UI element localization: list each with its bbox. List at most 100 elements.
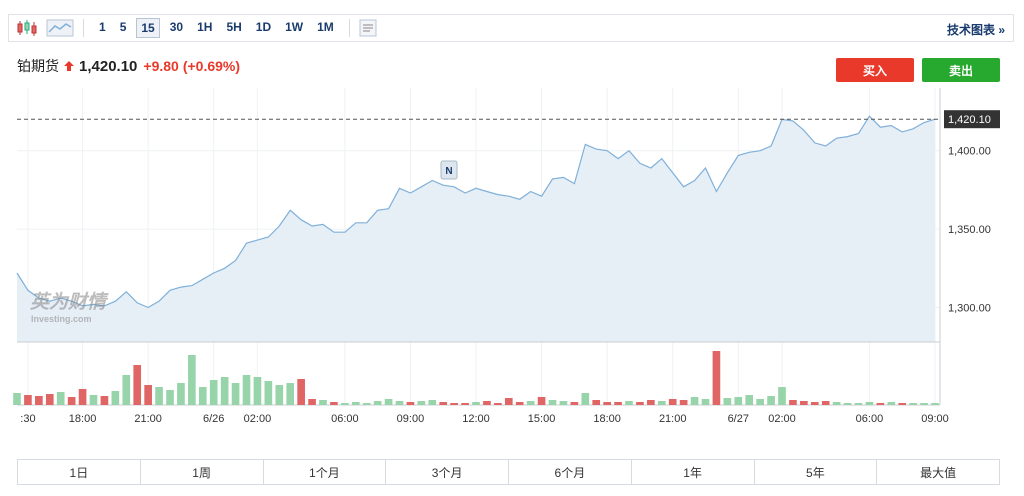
volume-bar <box>45 394 54 405</box>
period-tab[interactable]: 1年 <box>632 460 755 484</box>
volume-bar <box>570 402 579 405</box>
volume-bar <box>603 402 611 405</box>
interval-button[interactable]: 1M <box>317 20 334 34</box>
volume-bar <box>734 397 743 405</box>
y-tick-label: 1,300.00 <box>948 303 991 315</box>
technical-chart-link[interactable]: 技术图表 » <box>946 23 1005 37</box>
volume-bar <box>461 403 469 405</box>
volume-bar <box>614 402 622 405</box>
x-tick-label: 12:00 <box>462 413 490 425</box>
volume-bar <box>67 397 76 405</box>
volume-bar <box>778 387 786 405</box>
buy-button[interactable]: 买入 <box>836 58 914 82</box>
period-tab[interactable]: 3个月 <box>386 460 509 484</box>
change-percent: (+0.69%) <box>182 58 241 74</box>
volume-bar <box>133 365 142 405</box>
volume-bar <box>100 396 109 405</box>
volume-bar <box>395 401 404 405</box>
volume-bar <box>920 403 928 405</box>
period-tab[interactable]: 6个月 <box>509 460 632 484</box>
annotation-box <box>440 160 458 180</box>
x-tick-label: 09:00 <box>921 413 949 425</box>
period-tabs: 1日 1周 1个月 3个月 6个月 1年 5年 最大值 <box>17 459 1000 485</box>
interval-button[interactable]: 5H <box>226 20 242 34</box>
quote-header: 铂期货 1,420.10 +9.80 (+0.69%) <box>17 56 244 76</box>
toolbar: 1 5 15 30 1H 5H 1D 1W 1M 技术图表 » <box>8 14 1014 42</box>
x-tick-label: 02:00 <box>768 413 796 425</box>
x-tick-label: 06:00 <box>856 413 884 425</box>
settings-icon[interactable] <box>358 18 378 38</box>
last-price-box <box>944 110 1000 129</box>
volume-bar <box>286 383 295 405</box>
volume-bar <box>177 383 185 405</box>
volume-bar <box>406 402 415 405</box>
interval-button[interactable]: 5 <box>119 20 127 34</box>
chart: 1,300.00 1,350.00 1,400.00:30 18:00 21:00 6/2… <box>13 88 1000 425</box>
volume-bar <box>494 403 502 405</box>
volume-bar <box>362 403 371 405</box>
y-tick-label: 1,400.00 <box>948 146 991 158</box>
candle-icon[interactable] <box>15 18 41 38</box>
watermark-brand: 英为财情 <box>30 291 109 313</box>
volume-bar <box>898 403 907 405</box>
volume-bar <box>373 401 382 405</box>
volume-bar <box>876 403 885 405</box>
volume-bar <box>931 403 939 405</box>
period-tab[interactable]: 5年 <box>755 460 878 484</box>
volume-bar <box>504 398 513 405</box>
x-tick-label: 18:00 <box>69 413 97 425</box>
sell-button[interactable]: 卖出 <box>922 58 1000 82</box>
volume-bar <box>909 403 917 405</box>
volume-bar <box>330 402 338 405</box>
volume-bar <box>472 402 480 405</box>
period-tab[interactable]: 1日 <box>18 460 141 484</box>
volume-bar <box>657 401 666 405</box>
volume-bar <box>166 390 174 405</box>
area-icon[interactable] <box>45 18 75 38</box>
volume-bar <box>35 396 43 405</box>
volume-bar <box>231 383 240 405</box>
change: +9.80 <box>143 58 179 74</box>
volume-bar <box>319 400 327 405</box>
watermark-site: Investing.com <box>31 314 92 324</box>
interval-button[interactable]: 15 <box>136 18 160 38</box>
volume-bar <box>483 401 491 405</box>
volume-bar <box>712 351 721 405</box>
volume-bar <box>767 396 775 405</box>
volume-bar <box>122 375 131 405</box>
volume-bar <box>144 385 152 405</box>
volume-bar <box>341 403 349 405</box>
volume-bar <box>592 400 601 405</box>
volume-bar <box>253 377 262 405</box>
separator <box>83 19 84 37</box>
volume-bar <box>548 400 557 405</box>
volume-bar <box>188 355 196 405</box>
x-tick-label: :30 <box>20 413 35 425</box>
volume-bar <box>24 395 32 405</box>
period-tab[interactable]: 1个月 <box>264 460 387 484</box>
volume-bar <box>810 402 819 405</box>
x-tick-label: 15:00 <box>528 413 556 425</box>
volume-bar <box>843 403 852 405</box>
volume-bar <box>887 402 896 405</box>
interval-button[interactable]: 1D <box>255 20 272 34</box>
volume-bar <box>89 395 98 405</box>
volume-bar <box>515 402 524 405</box>
volume-bar <box>56 392 65 405</box>
interval-button[interactable]: 30 <box>169 20 184 34</box>
x-tick-label: 06:00 <box>331 413 359 425</box>
x-tick-label: 18:00 <box>593 413 621 425</box>
volume-bar <box>581 393 590 405</box>
interval-button[interactable]: 1W <box>285 20 304 34</box>
volume-bar <box>723 398 732 405</box>
interval-button[interactable]: 1 <box>99 20 106 34</box>
volume-bar <box>417 401 426 405</box>
period-tab[interactable]: 1周 <box>141 460 264 484</box>
volume-bar <box>242 375 251 405</box>
period-tab[interactable]: 最大值 <box>920 465 957 480</box>
volume-bar <box>559 401 568 405</box>
x-tick-label: 21:00 <box>134 413 162 425</box>
volume-bar <box>526 401 535 405</box>
interval-button[interactable]: 1H <box>197 20 213 34</box>
volume-bar <box>701 399 710 405</box>
